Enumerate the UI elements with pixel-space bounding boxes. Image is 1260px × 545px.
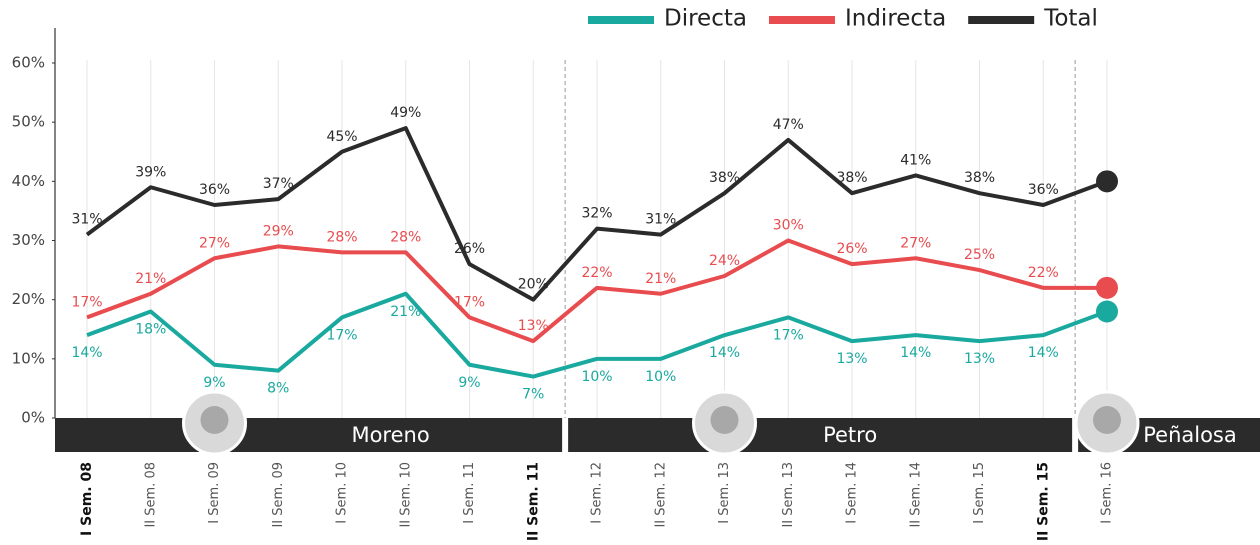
x-tick-label: I Sem. 16 bbox=[1100, 462, 1115, 524]
x-tick-label: I Sem. 13 bbox=[717, 462, 732, 524]
data-label: 21% bbox=[135, 271, 166, 287]
data-label: 38% bbox=[964, 170, 995, 186]
portrait-face bbox=[710, 406, 739, 434]
data-label: 13% bbox=[518, 318, 549, 334]
data-label: 22% bbox=[1028, 265, 1059, 281]
data-label: 49% bbox=[390, 105, 421, 121]
data-label: 31% bbox=[71, 212, 102, 228]
data-label: 27% bbox=[900, 235, 931, 251]
portrait-face bbox=[1093, 406, 1121, 434]
data-label: 26% bbox=[454, 241, 485, 257]
data-label: 26% bbox=[836, 241, 867, 257]
data-label: 14% bbox=[709, 345, 740, 361]
data-label: 38% bbox=[836, 170, 867, 186]
series-line bbox=[86, 291, 1108, 379]
x-tick-label: II Sem. 12 bbox=[653, 462, 668, 528]
x-tick-label: II Sem. 11 bbox=[525, 462, 541, 541]
end-marker bbox=[1096, 300, 1118, 323]
x-tick-label: II Sem. 08 bbox=[143, 462, 158, 528]
data-label: 21% bbox=[390, 304, 421, 320]
period-band bbox=[568, 418, 1073, 452]
data-label: 7% bbox=[522, 387, 544, 403]
data-label: 36% bbox=[199, 182, 230, 198]
y-tick-label: 0% bbox=[21, 409, 45, 427]
series-line bbox=[86, 238, 1107, 344]
data-label: 32% bbox=[581, 206, 612, 222]
data-label: 41% bbox=[900, 152, 931, 168]
series-line bbox=[85, 126, 1108, 302]
y-tick-label: 10% bbox=[12, 349, 45, 367]
x-tick-label: II Sem. 09 bbox=[271, 462, 286, 528]
data-label: 18% bbox=[135, 322, 166, 338]
data-label: 30% bbox=[773, 218, 804, 234]
x-tick-label: I Sem. 09 bbox=[207, 462, 222, 524]
data-label: 39% bbox=[135, 164, 166, 180]
x-tick-label: I Sem. 14 bbox=[845, 462, 860, 524]
data-label: 37% bbox=[263, 176, 294, 192]
data-label: 22% bbox=[581, 265, 612, 281]
data-label: 9% bbox=[203, 375, 225, 391]
legend-label: Indirecta bbox=[845, 6, 946, 32]
data-label: 9% bbox=[458, 375, 480, 391]
y-tick-label: 20% bbox=[12, 290, 45, 308]
y-tick-label: 40% bbox=[12, 172, 45, 190]
data-label: 21% bbox=[645, 271, 676, 287]
data-label: 8% bbox=[267, 381, 289, 397]
data-label: 14% bbox=[1028, 345, 1059, 361]
data-label: 38% bbox=[709, 170, 740, 186]
x-tick-label: II Sem. 14 bbox=[908, 462, 923, 528]
y-tick-label: 60% bbox=[12, 54, 45, 72]
x-tick-label: I Sem. 12 bbox=[590, 462, 605, 524]
period-name: Petro bbox=[823, 423, 877, 447]
period-band bbox=[55, 418, 563, 452]
data-label: 17% bbox=[773, 327, 804, 343]
data-label: 14% bbox=[71, 345, 102, 361]
period-name: Moreno bbox=[351, 423, 429, 447]
data-label: 13% bbox=[836, 351, 867, 367]
legend-label: Total bbox=[1043, 6, 1098, 32]
data-label: 28% bbox=[390, 229, 421, 245]
data-label: 13% bbox=[964, 351, 995, 367]
y-tick-label: 50% bbox=[12, 113, 45, 131]
x-tick-label: II Sem. 13 bbox=[781, 462, 796, 528]
data-label: 17% bbox=[71, 294, 102, 310]
end-marker bbox=[1096, 170, 1118, 193]
portrait-face bbox=[200, 406, 229, 434]
data-label: 10% bbox=[645, 369, 676, 385]
x-tick-label: II Sem. 15 bbox=[1035, 462, 1051, 541]
end-marker bbox=[1096, 276, 1118, 299]
data-label: 45% bbox=[326, 129, 357, 145]
y-tick-label: 30% bbox=[12, 231, 45, 249]
data-label: 20% bbox=[518, 277, 549, 293]
data-label: 17% bbox=[326, 327, 357, 343]
data-label: 29% bbox=[263, 223, 294, 239]
data-label: 17% bbox=[454, 294, 485, 310]
data-label: 28% bbox=[326, 229, 357, 245]
data-label: 36% bbox=[1028, 182, 1059, 198]
x-tick-label: II Sem. 10 bbox=[398, 462, 413, 528]
data-label: 47% bbox=[773, 117, 804, 133]
data-label: 10% bbox=[581, 369, 612, 385]
data-label: 27% bbox=[199, 235, 230, 251]
data-label: 25% bbox=[964, 247, 995, 263]
x-tick-label: I Sem. 15 bbox=[972, 462, 987, 524]
x-tick-label: I Sem. 08 bbox=[79, 462, 95, 536]
data-label: 31% bbox=[645, 212, 676, 228]
x-tick-label: I Sem. 11 bbox=[462, 462, 477, 524]
data-label: 24% bbox=[709, 253, 740, 269]
legend-label: Directa bbox=[664, 6, 747, 32]
x-tick-label: I Sem. 10 bbox=[335, 462, 350, 524]
period-name: Peñalosa bbox=[1143, 423, 1237, 447]
data-label: 14% bbox=[900, 345, 931, 361]
